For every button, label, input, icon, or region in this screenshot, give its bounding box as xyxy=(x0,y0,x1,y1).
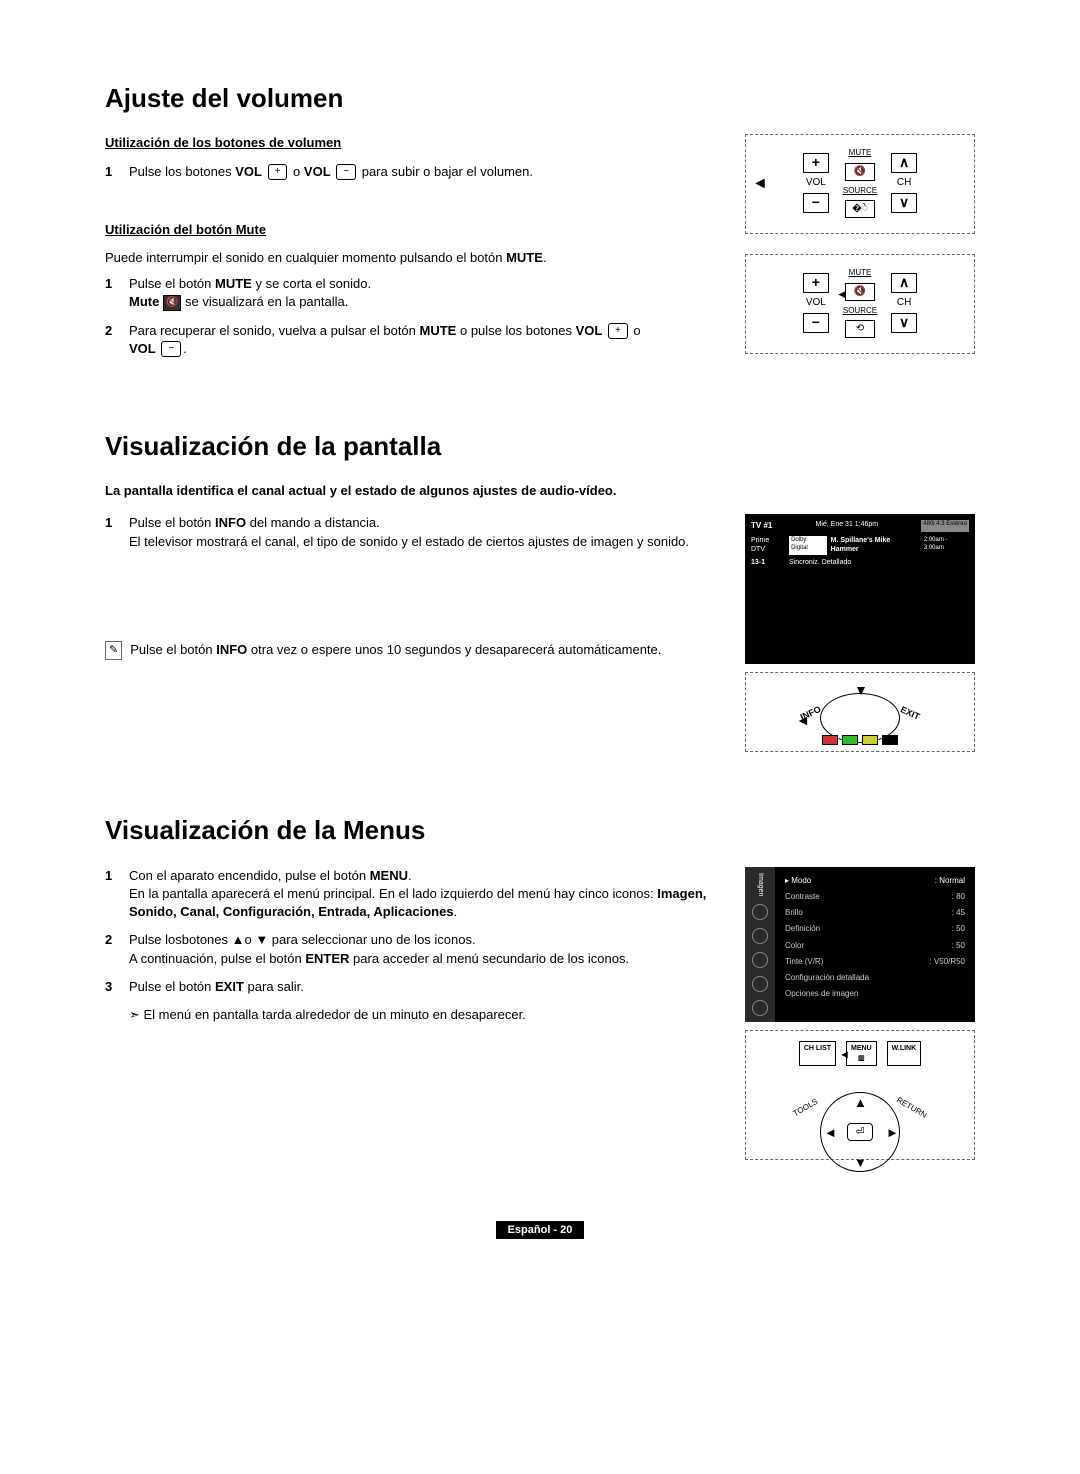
page-footer: Español - 20 xyxy=(105,1220,975,1238)
subhead-mute: Utilización del botón Mute xyxy=(105,221,715,239)
mute-screen-icon: 🔇 xyxy=(163,295,181,311)
section-menus: Visualización de la Menus 1 Con el apara… xyxy=(105,812,975,1159)
vol-down-button: − xyxy=(803,193,829,213)
wlink-button: W.LINK xyxy=(887,1041,922,1067)
plus-icon: + xyxy=(608,323,628,339)
menu-note: El menú en pantalla tarda alrededor de u… xyxy=(129,1006,715,1024)
source-button: �े xyxy=(845,200,875,218)
subhead-vol-buttons: Utilización de los botones de volumen xyxy=(105,134,715,152)
step-mute-1: 1 Pulse el botón MUTE y se corta el soni… xyxy=(105,275,715,311)
heading-menus: Visualización de la Menus xyxy=(105,812,975,848)
plus-icon: + xyxy=(268,164,288,180)
step-menu-3: 3 Pulse el botón EXIT para salir. xyxy=(105,978,715,996)
pointer-icon: ◄ xyxy=(752,173,768,195)
heading-volume: Ajuste del volumen xyxy=(105,80,975,116)
menu-row: Definición: 50 xyxy=(785,923,965,934)
remote-diagram-mute: + VOL − MUTE 🔇◄ SOURCE ⟲ ∧ CH ∨ xyxy=(745,254,975,354)
menu-row: Opciones de imagen xyxy=(785,988,965,999)
tip-icon: ✎ xyxy=(105,641,122,660)
step-menu-1: 1 Con el aparato encendido, pulse el bot… xyxy=(105,867,715,922)
menu-row: Contraste: 80 xyxy=(785,891,965,902)
step-menu-2: 2 Pulse losbotones ▲o ▼ para seleccionar… xyxy=(105,931,715,967)
remote-dpad-menu: CH LIST MENU▥◄ W.LINK ⏎ ▲ ▼ ◄ ► TOOLS RE… xyxy=(745,1030,975,1160)
green-button-icon xyxy=(842,735,858,745)
menu-row: ▸ Modo: Normal xyxy=(785,875,965,886)
menu-icon xyxy=(752,1000,768,1016)
red-button-icon xyxy=(822,735,838,745)
osd-menu-screen: Imagen ▸ Modo: NormalContraste: 80Brillo… xyxy=(745,867,975,1022)
menu-remote-button: MENU▥◄ xyxy=(846,1041,877,1067)
display-intro: La pantalla identifica el canal actual y… xyxy=(105,482,975,500)
yellow-button-icon xyxy=(862,735,878,745)
menu-row: Tinte (V/R): V50/R50 xyxy=(785,956,965,967)
remote-diagram-vol: ◄ + VOL − MUTE 🔇 SOURCE �े ∧ xyxy=(745,134,975,234)
section-display: Visualización de la pantalla La pantalla… xyxy=(105,428,975,753)
ch-down-button: ∨ xyxy=(891,193,917,213)
blue-button-icon xyxy=(882,735,898,745)
pointer-icon: ◄ xyxy=(796,711,810,731)
tv-info-screen: TV #1 Mié, Ene 31 1:46pm 480i 4:3 Estére… xyxy=(745,514,975,664)
enter-button: ⏎ xyxy=(847,1123,873,1141)
tip-info: ✎ Pulse el botón INFO otra vez o espere … xyxy=(105,641,715,660)
menu-icon xyxy=(752,928,768,944)
mute-intro: Puede interrumpir el sonido en cualquier… xyxy=(105,249,715,267)
menu-row: Color: 50 xyxy=(785,940,965,951)
remote-dpad-info: ▼ INFO EXIT ◄ xyxy=(745,672,975,752)
step-mute-2: 2 Para recuperar el sonido, vuelva a pul… xyxy=(105,322,715,358)
exit-label: EXIT xyxy=(898,704,921,724)
ch-up-button: ∧ xyxy=(891,153,917,173)
heading-display: Visualización de la pantalla xyxy=(105,428,975,464)
minus-icon: − xyxy=(336,164,356,180)
menu-row: Configuración detallada xyxy=(785,972,965,983)
chlist-button: CH LIST xyxy=(799,1041,836,1067)
mute-button: 🔇◄ xyxy=(845,283,875,301)
step-vol-1: 1 Pulse los botones VOL + o VOL − para s… xyxy=(105,163,715,181)
minus-icon: − xyxy=(161,341,181,357)
section-volume: Ajuste del volumen Utilización de los bo… xyxy=(105,80,975,368)
menu-icon xyxy=(752,904,768,920)
menu-row: Brillo: 45 xyxy=(785,907,965,918)
mute-button: 🔇 xyxy=(845,163,875,181)
step-display-1: 1 Pulse el botón INFO del mando a distan… xyxy=(105,514,715,550)
menu-icon xyxy=(752,976,768,992)
vol-up-button: + xyxy=(803,153,829,173)
menu-icon xyxy=(752,952,768,968)
